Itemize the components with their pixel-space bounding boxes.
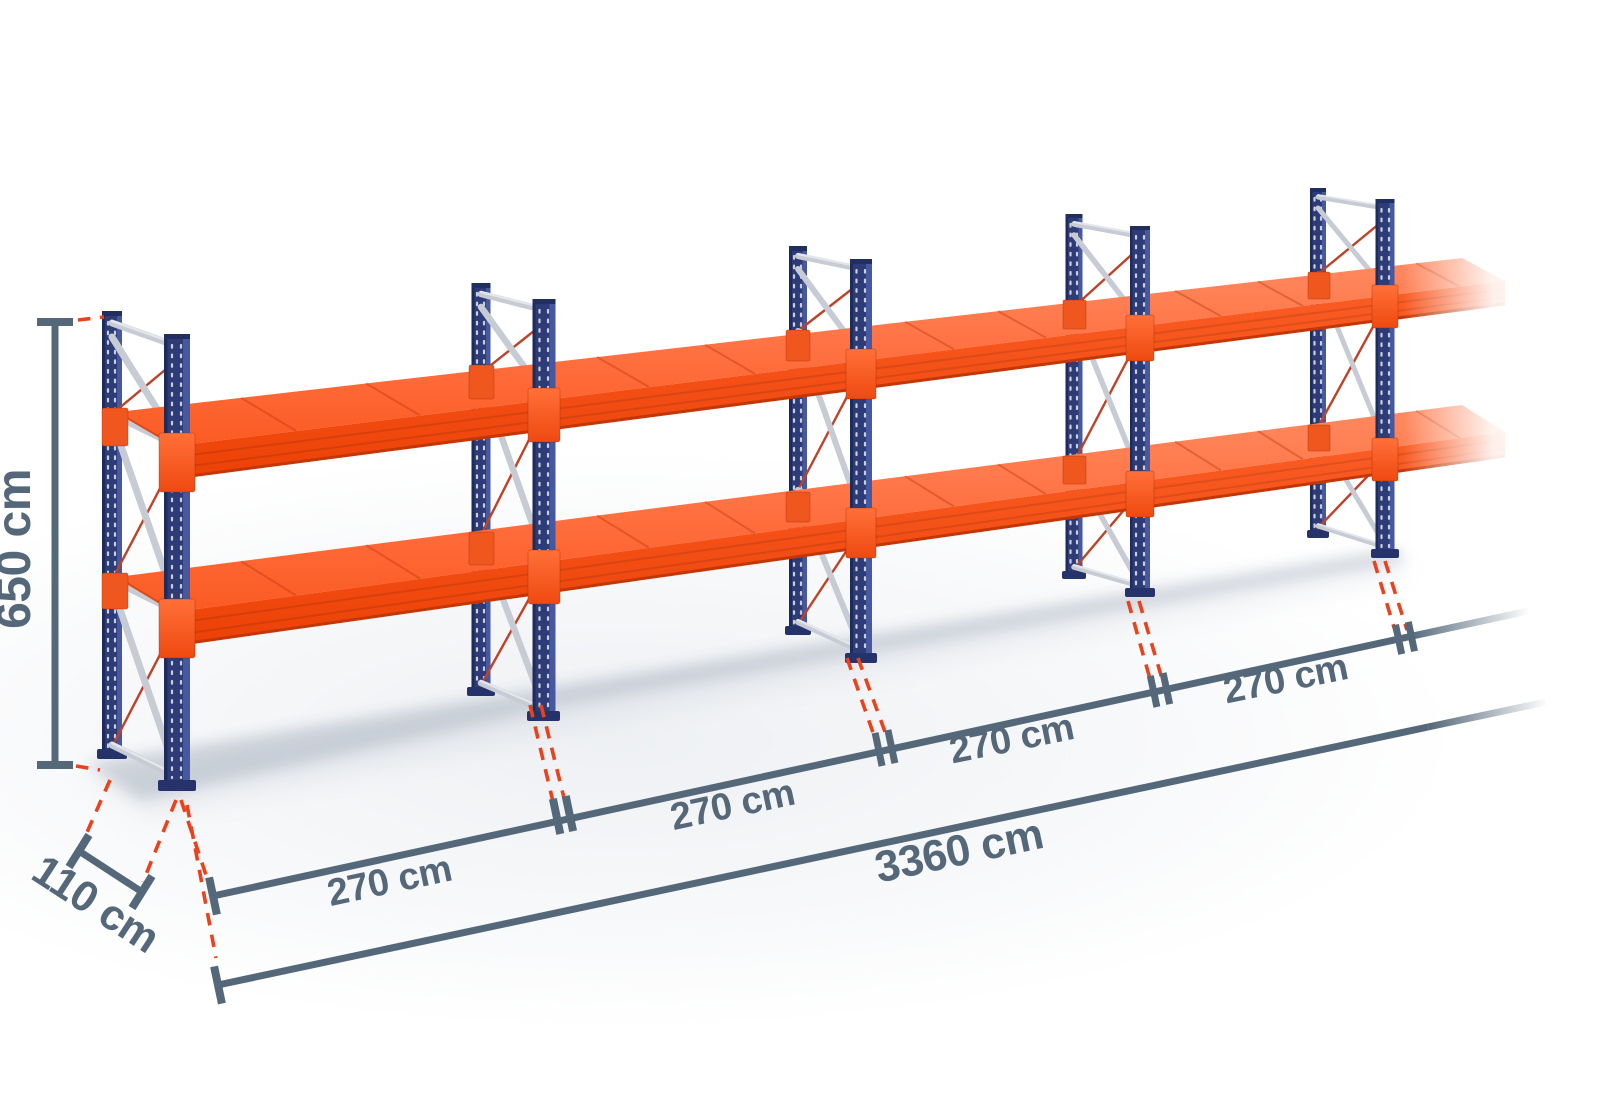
shelf-level-top — [116, 258, 1506, 480]
front-post — [158, 334, 196, 791]
back-post — [1307, 188, 1329, 538]
right-fade-overlay — [1402, 120, 1600, 780]
height-dimension: 650 cm — [0, 315, 105, 772]
front-post — [1371, 199, 1399, 558]
top-beam-lip — [174, 302, 1506, 480]
rack-illustration — [97, 120, 1600, 791]
rear-beam-connectors — [101, 271, 1331, 610]
frame-5-braces — [1315, 194, 1388, 550]
shelf-level-bottom — [116, 405, 1506, 647]
beam-connectors — [158, 284, 1399, 659]
back-post — [1062, 214, 1086, 579]
height-dimension-label: 650 cm — [0, 469, 41, 629]
top-front-beam — [175, 281, 1505, 479]
top-deck-surface — [117, 258, 1505, 446]
bottom-beam-lip — [174, 454, 1506, 647]
rack-base-shadow-soft — [90, 557, 1406, 815]
bottom-front-beam — [175, 432, 1505, 646]
bottom-deck-surface — [117, 405, 1505, 612]
